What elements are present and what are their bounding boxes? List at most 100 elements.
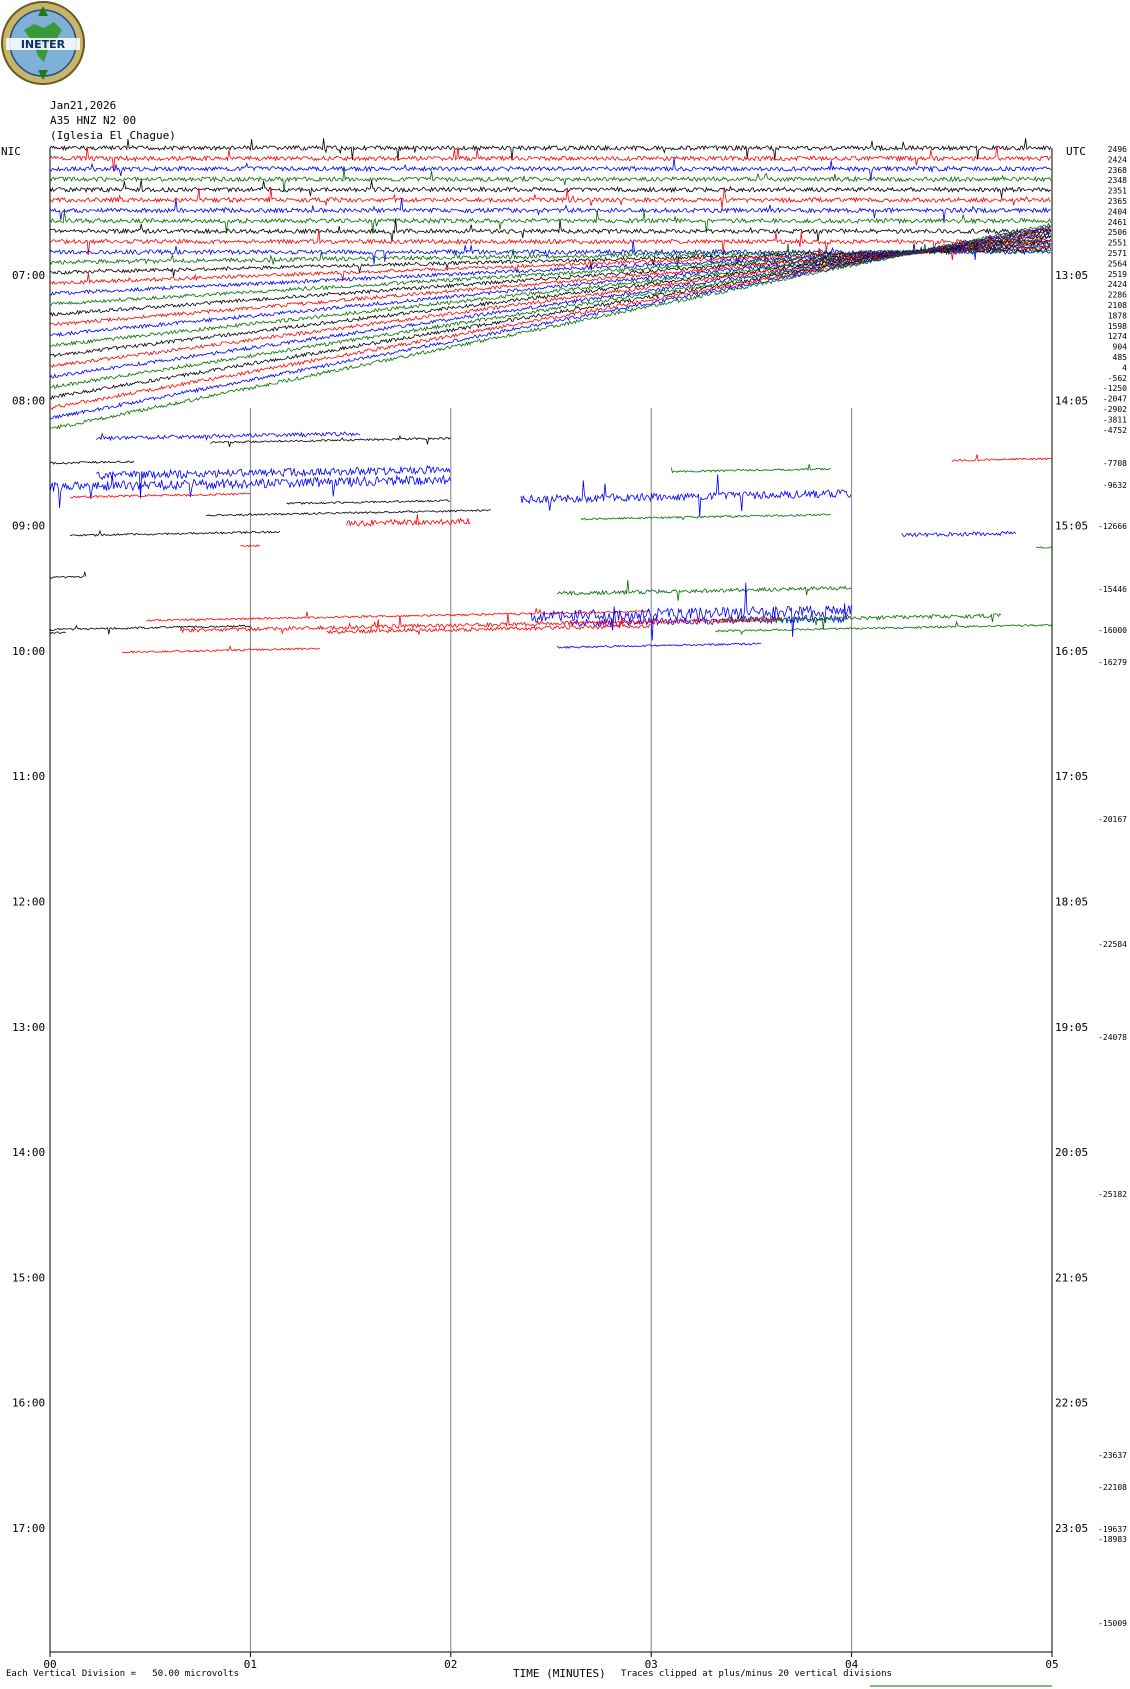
offset-label: 1878 (1108, 311, 1127, 320)
offset-label: -1250 (1103, 384, 1127, 393)
right-timezone-label: UTC (1066, 145, 1086, 158)
offset-label: 2496 (1108, 145, 1127, 154)
left-hour-label: 12:00 (12, 896, 45, 909)
left-hour-label: 13:00 (12, 1021, 45, 1034)
x-tick-label: 00 (43, 1658, 56, 1671)
trace-segment (96, 464, 451, 499)
offset-label: 2286 (1108, 291, 1127, 300)
offset-label: -12666 (1098, 522, 1127, 531)
trace-segment (49, 631, 66, 634)
trace-row (49, 145, 1052, 172)
trace-row (49, 229, 1052, 389)
trace-row (49, 218, 1051, 242)
offset-label: 2564 (1108, 259, 1127, 268)
right-hour-label: 16:05 (1055, 645, 1088, 658)
trace-segment (146, 608, 651, 622)
trace-segment (326, 616, 651, 636)
trace-segment (179, 613, 781, 635)
date-label: Jan21,2026 (50, 99, 117, 112)
left-hour-label: 14:00 (12, 1146, 45, 1159)
x-tick-label: 01 (244, 1658, 257, 1671)
right-hour-label: 21:05 (1055, 1271, 1088, 1284)
offset-label: -16000 (1098, 626, 1127, 635)
left-hour-label: 10:00 (12, 645, 45, 658)
offset-label: 2424 (1108, 280, 1127, 289)
trace-segment (49, 460, 135, 465)
offset-label: 2519 (1108, 270, 1127, 279)
right-hour-label: 19:05 (1055, 1021, 1088, 1034)
offset-label: -25182 (1098, 1190, 1127, 1199)
offset-label: 2108 (1108, 301, 1127, 310)
trace-row (49, 235, 1052, 348)
offset-label: -4752 (1103, 426, 1127, 435)
trace-segment (69, 492, 251, 499)
trace-row (49, 230, 1052, 379)
offset-label: 904 (1113, 343, 1128, 352)
right-hour-label: 17:05 (1055, 770, 1088, 783)
left-hour-label: 07:00 (12, 269, 45, 282)
offset-label: -22584 (1098, 940, 1127, 949)
trace-row (49, 243, 1052, 268)
trace-segment (1035, 546, 1052, 549)
trace-segment (580, 513, 831, 521)
offset-label: -7708 (1103, 459, 1127, 468)
channel-label: A35 HNZ N2 00 (50, 114, 137, 127)
offset-label: 2404 (1108, 207, 1127, 216)
offset-label: 2551 (1108, 239, 1127, 248)
offset-label: 1274 (1108, 332, 1127, 341)
clip-note: Traces clipped at plus/minus 20 vertical… (621, 1669, 892, 1679)
offset-label: -2902 (1103, 405, 1127, 414)
trace-row (50, 226, 1051, 411)
trace-segment (346, 514, 471, 527)
ineter-logo: INETER (1, 1, 85, 85)
trace-segment (670, 464, 832, 474)
offset-label: -15009 (1098, 1619, 1127, 1628)
trace-segment (69, 529, 281, 537)
x-axis-title: TIME (MINUTES) (513, 1667, 606, 1680)
trace-segment (901, 530, 1017, 538)
right-hour-label: 13:05 (1055, 269, 1088, 282)
trace-row (49, 227, 1052, 400)
site-label: (Iglesia El Chague) (50, 129, 176, 142)
left-timezone-label: NIC (1, 145, 21, 158)
trace-row (49, 179, 1052, 198)
trace-segment (951, 454, 1052, 462)
trace-segment (210, 434, 451, 447)
offset-label: -24078 (1098, 1033, 1127, 1042)
trace-segment (49, 474, 452, 509)
offset-label: 2506 (1108, 228, 1127, 237)
offset-label: -19637 (1098, 1525, 1127, 1534)
left-hour-label: 08:00 (12, 394, 45, 407)
offset-label: 4 (1122, 363, 1127, 372)
trace-segment (121, 645, 321, 654)
left-hour-label: 15:00 (12, 1271, 45, 1284)
offset-label: 2461 (1108, 218, 1127, 227)
trace-segment (240, 544, 260, 548)
offset-label: -3811 (1103, 415, 1127, 424)
x-tick-label: 05 (1045, 1658, 1058, 1671)
logo-text: INETER (21, 38, 66, 51)
trace-row (49, 210, 1052, 234)
offset-label: 2365 (1108, 197, 1127, 206)
right-hour-label: 15:05 (1055, 520, 1088, 533)
trace-row (49, 240, 1052, 277)
left-hour-label: 09:00 (12, 520, 45, 533)
trace-segment (556, 642, 762, 649)
offset-label: 1598 (1108, 322, 1127, 331)
offset-label: 2351 (1108, 187, 1127, 196)
offset-label: -562 (1108, 374, 1127, 383)
trace-row (49, 186, 1051, 209)
right-hour-label: 18:05 (1055, 896, 1088, 909)
offset-label: 485 (1113, 353, 1128, 362)
trace-row (49, 157, 1052, 182)
offset-label: -22108 (1098, 1483, 1127, 1492)
trace-segment (715, 620, 1052, 635)
offset-label: 2424 (1108, 155, 1127, 164)
left-hour-label: 17:00 (12, 1522, 45, 1535)
trace-segment (530, 582, 852, 641)
offset-label: -16279 (1098, 658, 1127, 667)
offset-label: -2047 (1103, 395, 1127, 404)
trace-row (49, 138, 1052, 161)
trace-segment (95, 431, 361, 442)
